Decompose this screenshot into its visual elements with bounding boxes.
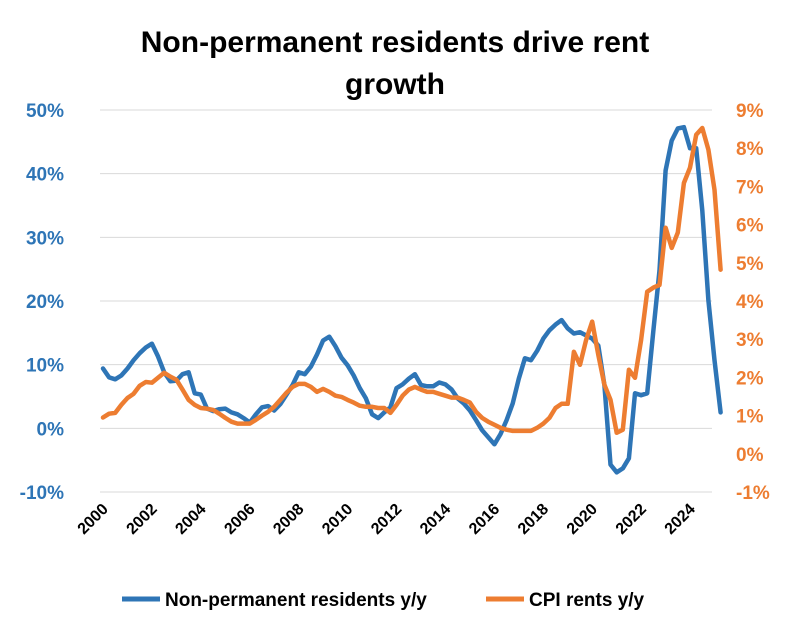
legend-label-nonpermanent-residents: Non-permanent residents y/y	[165, 590, 427, 611]
right-y-tick-label: 1%	[736, 407, 764, 428]
gridlines	[100, 109, 712, 493]
right-y-tick-label: 9%	[736, 101, 764, 122]
right-y-tick-label: 0%	[736, 445, 764, 466]
right-y-tick-label: 4%	[736, 292, 764, 313]
left-y-tick-label: 50%	[26, 101, 64, 122]
right-y-tick-label: -1%	[736, 483, 770, 504]
left-y-tick-label: -10%	[20, 483, 64, 504]
right-y-tick-label: 7%	[736, 177, 764, 198]
left-y-tick-label: 30%	[26, 228, 64, 249]
right-y-axis-ticks: -1% 0% 1% 2% 3% 4% 5% 6% 7% 8% 9%	[736, 101, 770, 504]
chart-title-line-2: growth	[345, 68, 445, 101]
left-y-tick-label: 20%	[26, 292, 64, 313]
series-line-nonpermanent-residents	[100, 124, 723, 475]
series-lines	[100, 124, 723, 475]
right-y-tick-label: 5%	[736, 254, 764, 275]
left-y-axis-ticks: -10% 0% 10% 20% 30% 40% 50%	[20, 101, 64, 504]
chart-title-line-1: Non-permanent residents drive rent	[141, 26, 649, 59]
right-y-tick-label: 2%	[736, 368, 764, 389]
right-y-tick-label: 3%	[736, 330, 764, 351]
left-y-tick-label: 0%	[37, 419, 65, 440]
right-y-tick-label: 8%	[736, 139, 764, 160]
series-line-cpi-rents	[100, 125, 723, 436]
left-y-tick-label: 40%	[26, 165, 64, 186]
right-y-tick-label: 6%	[736, 216, 764, 237]
legend: Non-permanent residents y/y CPI rents y/…	[122, 590, 645, 611]
legend-label-cpi-rents: CPI rents y/y	[529, 590, 645, 611]
left-y-tick-label: 10%	[26, 356, 64, 377]
